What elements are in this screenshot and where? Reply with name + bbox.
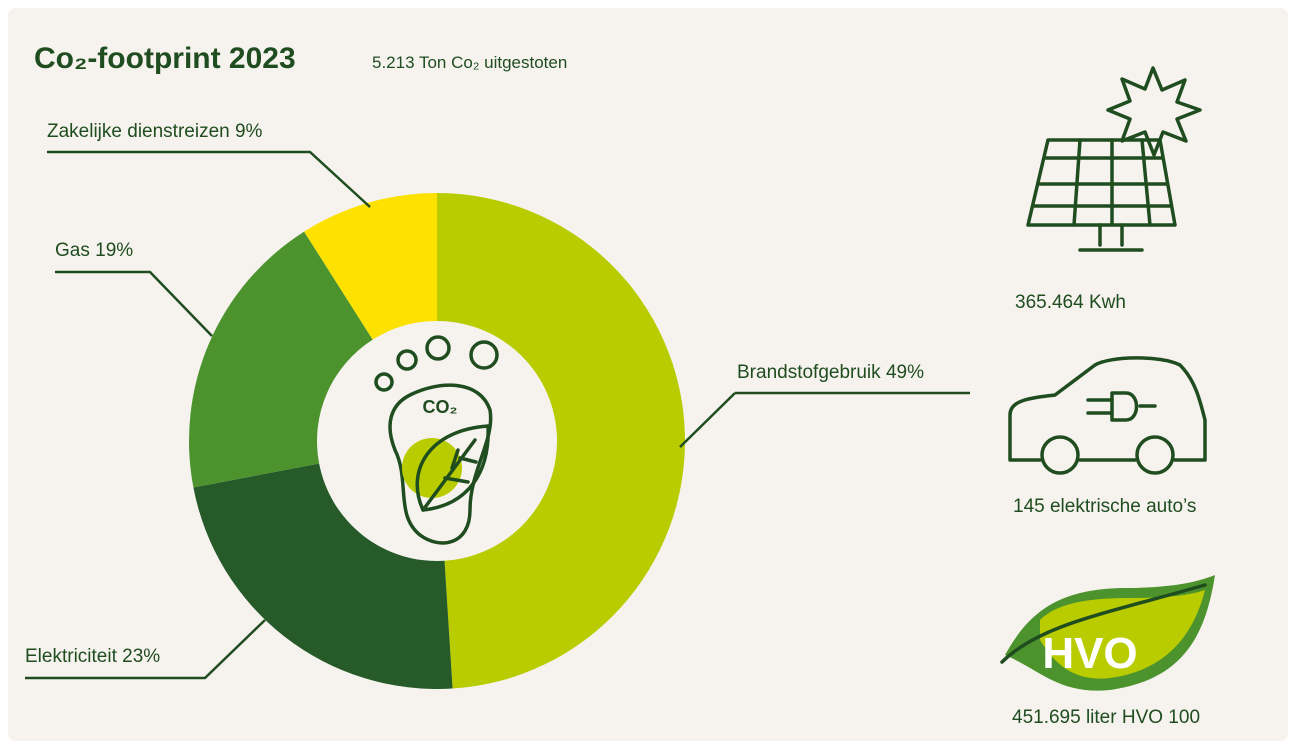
category-label: Gas bbox=[55, 240, 90, 261]
slice-label: Zakelijke dienstreizen 9% bbox=[47, 121, 263, 142]
stat-label: 145 elektrische auto’s bbox=[1013, 496, 1196, 517]
value-label: 9% bbox=[235, 121, 263, 142]
solar-icon bbox=[1026, 66, 1202, 252]
slice bbox=[193, 463, 453, 689]
leader-line bbox=[25, 619, 266, 680]
slice bbox=[304, 193, 437, 340]
leader-line bbox=[679, 391, 970, 448]
leader-line bbox=[47, 150, 371, 208]
chart-subtitle: 5.213 Ton Co₂ uitgestoten bbox=[372, 53, 567, 72]
slice-label: Elektriciteit 23% bbox=[25, 646, 160, 667]
category-label: Zakelijke dienstreizen bbox=[47, 121, 230, 142]
leader-line bbox=[55, 270, 213, 337]
slice-label: Gas 19% bbox=[55, 240, 133, 261]
icon-label: CO₂ bbox=[423, 397, 458, 417]
slice-label: Brandstofgebruik 49% bbox=[737, 362, 924, 383]
slice bbox=[189, 231, 373, 488]
category-label: Elektriciteit bbox=[25, 646, 118, 667]
value-label: 23% bbox=[122, 646, 160, 667]
car-icon bbox=[1008, 356, 1207, 475]
stat-label: 451.695 liter HVO 100 bbox=[1012, 707, 1200, 728]
chart-title: Co₂-footprint 2023 bbox=[34, 42, 296, 75]
icon-label: HVO bbox=[1042, 629, 1137, 678]
hvo-icon: HVO bbox=[1000, 575, 1215, 691]
slice bbox=[437, 193, 685, 689]
value-label: 49% bbox=[886, 362, 924, 383]
category-label: Brandstofgebruik bbox=[737, 362, 881, 383]
donut bbox=[189, 193, 685, 689]
value-label: 19% bbox=[95, 240, 133, 261]
stat-label: 365.464 Kwh bbox=[1015, 292, 1126, 313]
footprint-icon: CO₂ bbox=[374, 335, 499, 545]
